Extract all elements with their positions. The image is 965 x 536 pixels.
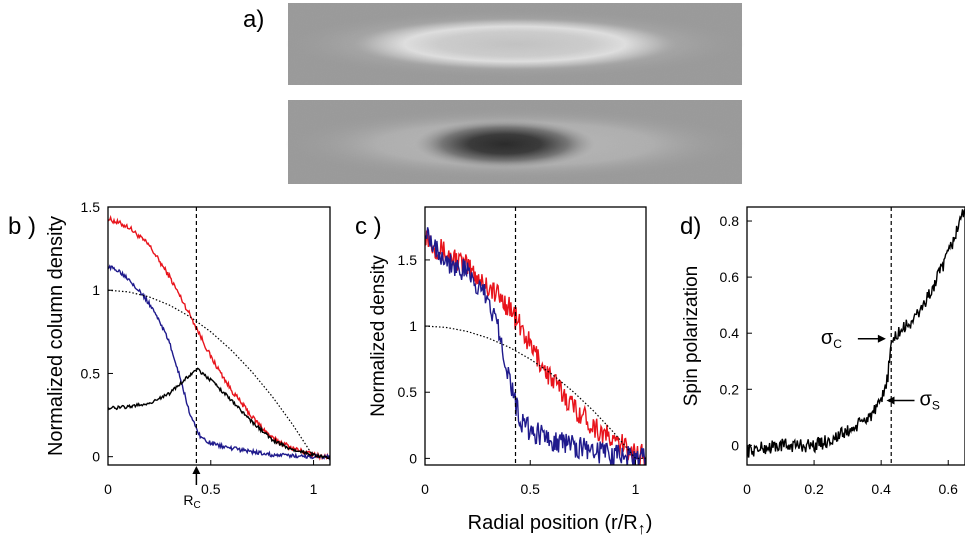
y-axis-title: Spin polarization — [681, 266, 702, 406]
ytick-label: 0.5 — [398, 384, 418, 400]
xtick-label: 0.2 — [804, 481, 824, 497]
ytick-label: 0 — [92, 449, 100, 465]
plot-frame-c — [424, 206, 647, 466]
series-b-dotted-line — [108, 289, 330, 458]
density-image-top — [285, 3, 745, 85]
xtick-label: 0.5 — [521, 481, 541, 497]
series-c-red-line — [425, 230, 646, 465]
ytick-label: 0.5 — [81, 365, 101, 381]
ytick-label: 1.5 — [398, 252, 418, 268]
y-axis-title: Normalized density — [368, 255, 389, 417]
ytick-label: 0.2 — [720, 381, 740, 397]
ytick-label: 1.5 — [81, 199, 101, 215]
xtick-label: 0 — [421, 481, 429, 497]
xtick-label: 0 — [743, 481, 751, 497]
series-b-red-line — [108, 214, 330, 461]
sigma-s-annotation: σS — [920, 389, 940, 413]
plot-frame-d — [746, 206, 965, 466]
xtick-label: 0.6 — [938, 481, 958, 497]
panel-b-label: b ) — [8, 213, 36, 240]
series-c-blue-line — [425, 227, 646, 465]
density-image-bottom — [285, 100, 745, 184]
rc-annotation: RC — [183, 492, 200, 511]
panel-a-label: a) — [243, 6, 264, 33]
chart-b: 0 0.5 1 1.5 0 0.5 1 Normalized column density RC — [45, 199, 331, 511]
rc-arrowhead — [192, 466, 201, 474]
ytick-label: 0.4 — [720, 325, 740, 341]
chart-c: 0 0.5 1 1.5 0 0.5 1 Normalized density Radial po… — [368, 206, 653, 536]
chart-d: 0 0.2 0.4 0.6 0.8 0 0.2 0.4 0.6 Spin polarization… — [681, 206, 965, 497]
xtick-label: 0 — [104, 481, 112, 497]
sigma-s-arrowhead — [886, 396, 895, 405]
plot-frame-b — [107, 206, 331, 466]
series-b-blue-line — [108, 264, 330, 461]
ytick-label: 0 — [409, 450, 417, 466]
xtick-label: 1 — [310, 481, 318, 497]
y-axis-title: Normalized column density — [45, 216, 67, 456]
panel-c-label: c ) — [355, 213, 382, 240]
series-d-black-line — [747, 208, 965, 458]
x-axis-title: Radial position (r/R↑) — [468, 512, 653, 536]
ytick-label: 0.8 — [720, 213, 740, 229]
ytick-label: 1 — [409, 318, 417, 334]
plot-area-c — [425, 227, 646, 465]
series-b-black-line — [108, 367, 330, 459]
sigma-c-arrowhead — [877, 334, 886, 343]
xtick-label: 0.4 — [871, 481, 891, 497]
xtick-label: 1 — [632, 481, 640, 497]
ytick-label: 0 — [731, 437, 739, 453]
panel-d-label: d) — [680, 213, 701, 240]
xtick-label: 0.5 — [201, 481, 221, 497]
ytick-label: 0.6 — [720, 269, 740, 285]
plot-area-b — [108, 214, 330, 461]
plot-area-d — [747, 208, 965, 458]
sigma-c-annotation: σC — [821, 327, 842, 351]
ytick-label: 1 — [92, 282, 100, 298]
